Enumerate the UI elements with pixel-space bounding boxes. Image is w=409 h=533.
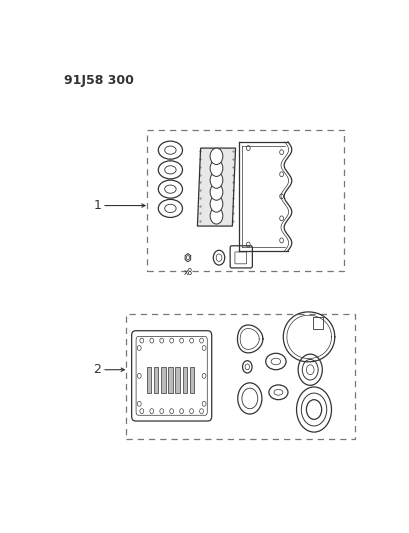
Bar: [146, 130, 343, 271]
Bar: [146, 367, 151, 393]
Ellipse shape: [210, 148, 222, 165]
Ellipse shape: [210, 196, 222, 212]
FancyBboxPatch shape: [234, 252, 246, 264]
Text: 1: 1: [93, 199, 101, 212]
Ellipse shape: [210, 207, 222, 224]
Ellipse shape: [210, 172, 222, 188]
Text: 2: 2: [93, 363, 101, 376]
Text: 91J58 300: 91J58 300: [64, 74, 133, 87]
Bar: [168, 367, 172, 393]
Bar: [154, 367, 158, 393]
Bar: [161, 367, 165, 393]
Text: x8: x8: [184, 268, 193, 277]
Ellipse shape: [210, 160, 222, 176]
Bar: [126, 314, 354, 440]
Bar: [175, 367, 180, 393]
Bar: [189, 367, 194, 393]
Bar: [312, 317, 322, 329]
Ellipse shape: [210, 184, 222, 200]
Bar: [182, 367, 187, 393]
Polygon shape: [197, 148, 235, 226]
